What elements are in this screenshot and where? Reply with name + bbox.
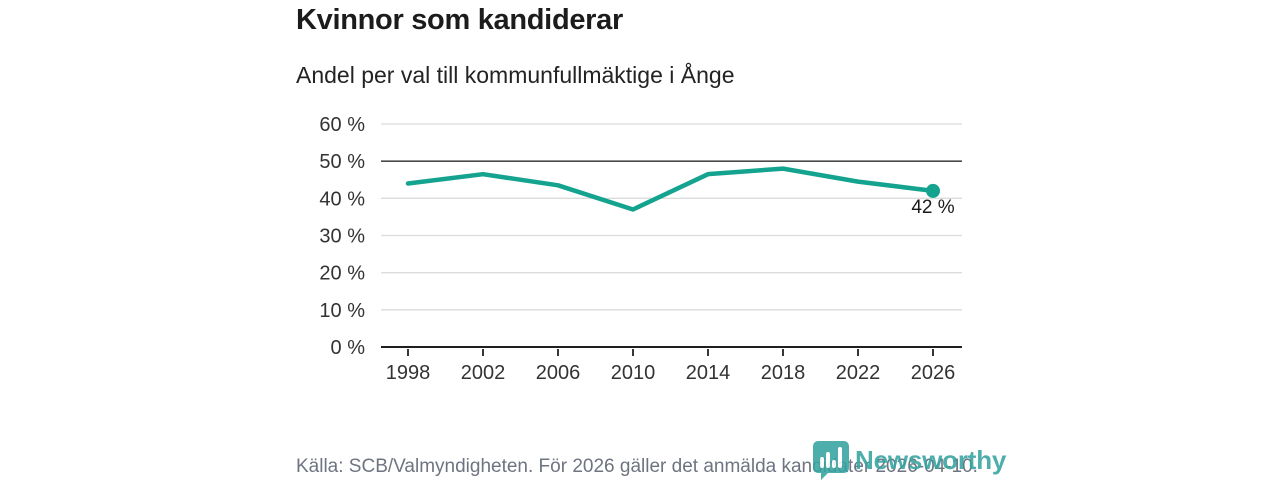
y-tick-label-0: 0 % [331, 337, 366, 359]
chart-subtitle: Andel per val till kommunfullmäktige i Å… [296, 62, 735, 88]
newsworthy-logo[interactable]: Newsworthy [812, 440, 1006, 480]
y-tick-label-20: 20 % [319, 263, 365, 285]
x-tick-label-2002: 2002 [461, 362, 506, 384]
x-tick-label-2018: 2018 [761, 362, 806, 384]
y-tick-label-50: 50 % [319, 151, 365, 173]
y-tick-label-10: 10 % [319, 300, 365, 322]
bar-chart-bubble-icon [813, 441, 849, 480]
newsworthy-logo-text: Newsworthy [855, 444, 1007, 475]
x-tick-label-2010: 2010 [611, 362, 656, 384]
y-tick-label-40: 40 % [319, 188, 365, 210]
x-tick-label-1998: 1998 [386, 362, 431, 384]
x-tick-label-2022: 2022 [836, 362, 881, 384]
x-tick-label-2014: 2014 [686, 362, 731, 384]
line-chart-plot: 0 % 10 % 20 % 30 % 40 % 50 % 60 % 1998 2002 2006 2… [319, 114, 962, 384]
end-point-marker [926, 183, 940, 198]
y-tick-label-60: 60 % [319, 114, 365, 136]
data-line [405, 166, 936, 212]
source-note: Källa: SCB/Valmyndigheten. För 2026 gäll… [296, 456, 978, 477]
x-tick-label-2006: 2006 [536, 362, 581, 384]
x-tick-label-2026: 2026 [911, 362, 956, 384]
end-point-label: 42 % [911, 197, 954, 218]
y-tick-label-30: 30 % [319, 226, 365, 248]
chart-title: Kvinnor som kandiderar [296, 4, 623, 36]
